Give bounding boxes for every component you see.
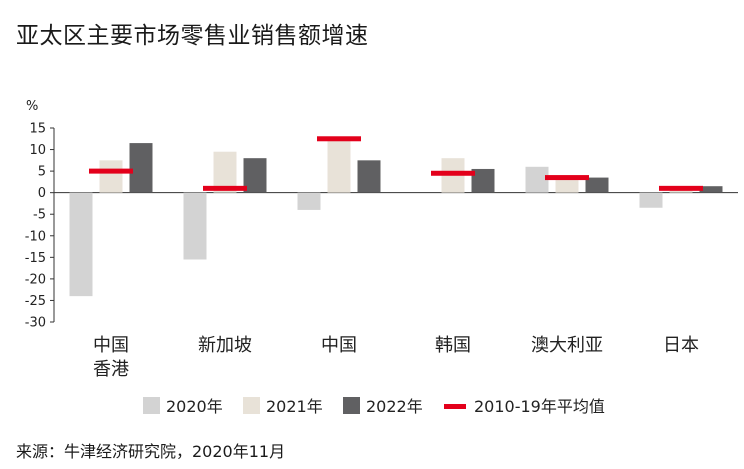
legend-swatch xyxy=(143,397,160,414)
category-label: 韩国 xyxy=(435,335,471,356)
y-tick-label: -20 xyxy=(25,272,46,287)
legend-label: 2010-19年平均值 xyxy=(474,397,605,416)
y-tick-label: -5 xyxy=(33,208,46,223)
legend-label: 2022年 xyxy=(366,397,423,416)
bar xyxy=(585,177,609,193)
y-axis-unit: % xyxy=(26,99,38,114)
average-mark xyxy=(659,185,703,191)
bars xyxy=(69,140,723,297)
y-tick-label: -10 xyxy=(25,229,46,244)
legend-swatch xyxy=(343,397,360,414)
y-tick-label: -15 xyxy=(25,251,46,266)
bar xyxy=(525,166,549,193)
y-tick-label: 0 xyxy=(38,186,46,201)
average-mark xyxy=(89,168,133,174)
bar xyxy=(99,160,123,193)
source-note: 来源：牛津经济研究院，2020年11月 xyxy=(16,442,286,461)
bar xyxy=(699,186,723,193)
category-label: 中国 xyxy=(321,335,357,356)
bar xyxy=(183,192,207,260)
average-mark xyxy=(203,185,247,191)
legend-label: 2021年 xyxy=(266,397,323,416)
axes: 15 10 5 0 -5 -10 -15 -20 -25 -30% xyxy=(25,99,738,331)
legend: 2020年 2021年 2022年 2010-19年平均值 xyxy=(143,397,605,416)
bar xyxy=(297,192,321,210)
category-label: 澳大利亚 xyxy=(531,335,603,356)
y-tick-label: 5 xyxy=(38,165,46,180)
bar xyxy=(639,192,663,208)
y-tick-label: 15 xyxy=(29,122,46,137)
average-mark xyxy=(317,136,361,142)
bar xyxy=(357,160,381,193)
bar xyxy=(471,168,495,193)
chart-title: 亚太区主要市场零售业销售额增速 xyxy=(16,23,369,49)
category-label: 香港 xyxy=(93,359,129,380)
legend-swatch xyxy=(243,397,260,414)
bar xyxy=(243,158,267,193)
average-mark xyxy=(545,175,589,181)
bar xyxy=(213,151,237,193)
bar xyxy=(555,177,579,193)
legend-label: 2020年 xyxy=(166,397,223,416)
bar xyxy=(327,140,351,193)
bar xyxy=(69,192,93,297)
category-label: 日本 xyxy=(663,335,699,356)
y-tick-label: -25 xyxy=(25,294,46,309)
category-label: 中国 xyxy=(93,335,129,356)
average-marks xyxy=(89,136,703,191)
y-tick-label: -30 xyxy=(25,316,46,331)
category-label: 新加坡 xyxy=(198,335,252,356)
y-tick-label: 10 xyxy=(29,143,46,158)
legend-swatch xyxy=(444,404,466,409)
bar xyxy=(129,143,153,193)
average-mark xyxy=(431,170,475,176)
